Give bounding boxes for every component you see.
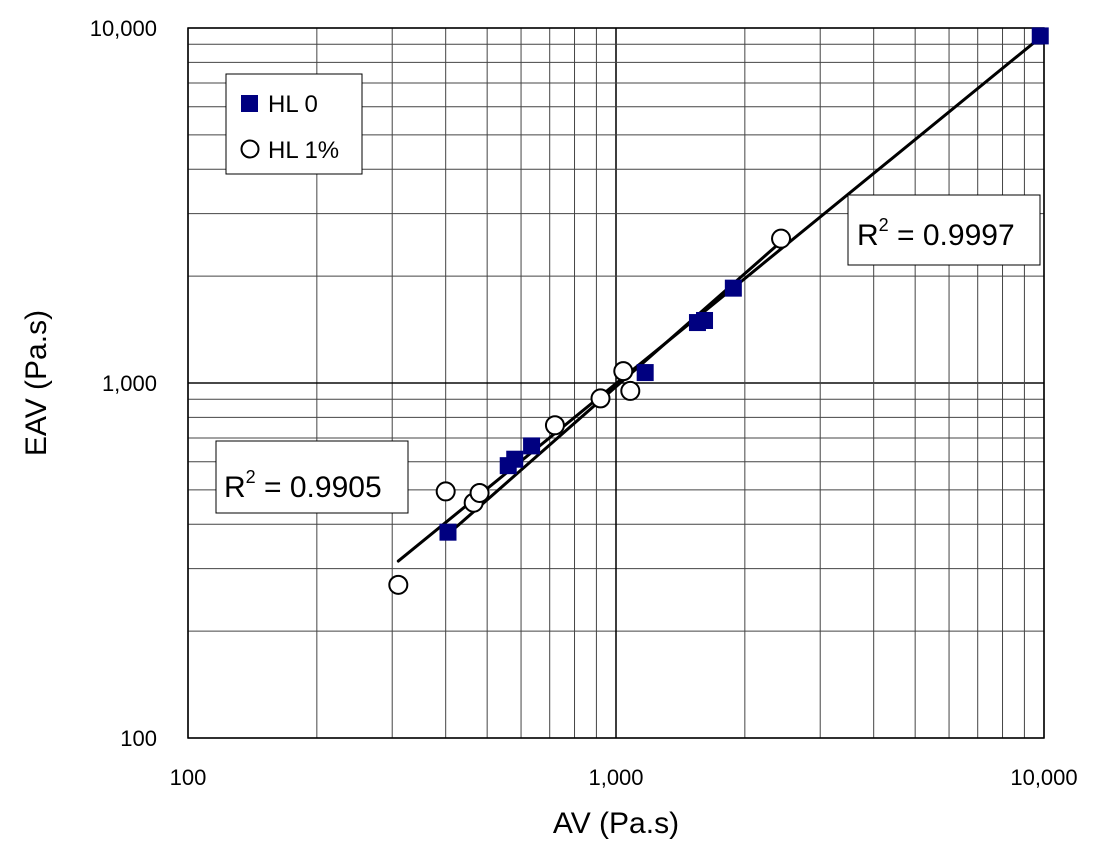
legend-label-hl1: HL 1% bbox=[268, 137, 339, 164]
legend-swatch-hl1 bbox=[240, 139, 260, 159]
point-hl0 bbox=[724, 279, 742, 297]
point-hl1 bbox=[771, 228, 792, 249]
legend: HL 0 HL 1% bbox=[225, 73, 363, 175]
point-hl0 bbox=[636, 364, 654, 382]
r2-box-lower bbox=[215, 440, 409, 514]
point-hl1 bbox=[469, 482, 490, 503]
y-axis-title: EAV (Pa.s) bbox=[20, 310, 53, 456]
point-hl0 bbox=[506, 450, 524, 468]
data-points bbox=[388, 27, 1049, 595]
point-hl0 bbox=[523, 437, 541, 455]
point-hl1 bbox=[435, 481, 456, 502]
point-hl0 bbox=[1031, 27, 1049, 45]
y-tick-label: 1,000 bbox=[102, 371, 157, 396]
r2-label-upper: R2 = 0.9997 bbox=[857, 215, 1015, 252]
x-tick-label: 1,000 bbox=[588, 765, 643, 790]
r2-annotation-lower: R2 = 0.9905 bbox=[215, 440, 409, 514]
point-hl0 bbox=[696, 311, 714, 329]
x-tick-label: 10,000 bbox=[1010, 765, 1077, 790]
x-tick-label: 100 bbox=[170, 765, 207, 790]
r2-box-upper bbox=[847, 194, 1041, 266]
tick-labels: 100 1,000 10,000 100 1,000 10,000 bbox=[90, 16, 1078, 790]
point-hl1 bbox=[620, 380, 641, 401]
y-tick-label: 100 bbox=[120, 726, 157, 751]
x-axis-title: AV (Pa.s) bbox=[553, 807, 679, 840]
plot-area-border bbox=[187, 27, 1045, 739]
legend-label-hl0: HL 0 bbox=[268, 91, 318, 118]
legend-swatch-hl0 bbox=[241, 95, 258, 112]
point-hl0 bbox=[439, 523, 457, 541]
point-hl1 bbox=[613, 361, 634, 382]
point-hl1 bbox=[590, 388, 611, 409]
point-hl1 bbox=[544, 415, 565, 436]
r2-label-lower: R2 = 0.9905 bbox=[224, 467, 382, 504]
point-hl1 bbox=[388, 574, 409, 595]
r2-annotation-upper: R2 = 0.9997 bbox=[847, 194, 1041, 266]
y-tick-label: 10,000 bbox=[90, 16, 157, 41]
